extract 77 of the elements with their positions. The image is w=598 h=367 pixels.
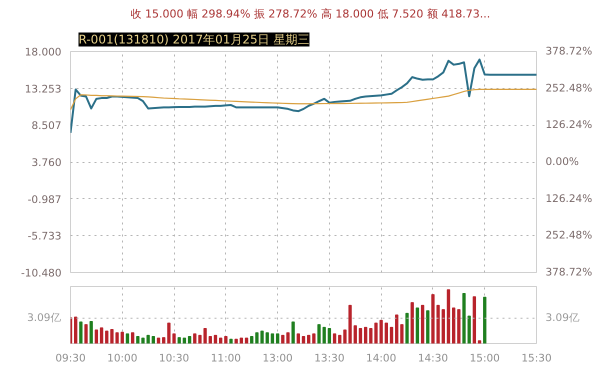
bar bbox=[94, 330, 98, 344]
line-series bbox=[70, 58, 536, 134]
bar bbox=[332, 333, 336, 344]
bar bbox=[317, 324, 321, 344]
x-tick-label: 14:30 bbox=[418, 352, 448, 364]
bar bbox=[358, 328, 362, 344]
bar bbox=[193, 333, 196, 344]
y2-tick-label: 378.72% bbox=[546, 266, 592, 278]
bar bbox=[105, 330, 108, 344]
bar bbox=[431, 294, 435, 344]
bar bbox=[130, 332, 134, 344]
y2-tick-label: 126.24% bbox=[546, 192, 592, 205]
text: 3.09亿 bbox=[546, 312, 580, 324]
x-tick-label: 14:00 bbox=[366, 352, 396, 364]
x-tick-label: 10:30 bbox=[158, 352, 190, 364]
bar bbox=[390, 326, 394, 344]
y2-tick-label: 252.48% bbox=[546, 230, 592, 242]
y-tick-label: 8.507 bbox=[31, 120, 62, 132]
bar bbox=[374, 322, 378, 344]
bar bbox=[420, 304, 424, 344]
y-tick-label: 3.760 bbox=[31, 157, 62, 169]
bar bbox=[296, 333, 300, 344]
line-series bbox=[70, 88, 536, 110]
bar bbox=[156, 338, 160, 344]
bar bbox=[483, 296, 486, 344]
bar bbox=[478, 340, 482, 344]
bar bbox=[110, 329, 114, 344]
bar bbox=[214, 334, 218, 344]
bar bbox=[188, 336, 192, 344]
chart-title: R-001(131810) 2017年01月25日 星期三 bbox=[78, 32, 310, 46]
y-tick-label: -0.987 bbox=[28, 194, 62, 206]
y-tick-label: 13.253 bbox=[24, 83, 62, 96]
bar bbox=[141, 338, 145, 344]
bar bbox=[136, 336, 140, 344]
bar bbox=[468, 316, 471, 344]
bar bbox=[446, 289, 450, 344]
x-tick-label: 15:30 bbox=[521, 352, 552, 364]
y2-tick-label: 378.72% bbox=[546, 46, 592, 58]
y-tick-label: -10.480 bbox=[20, 268, 62, 280]
bar bbox=[462, 292, 466, 344]
y-tick-label: -5.733 bbox=[28, 230, 62, 243]
bar bbox=[472, 296, 476, 344]
x-tick-label: 10:00 bbox=[107, 352, 138, 364]
bar bbox=[281, 334, 284, 344]
bar bbox=[198, 334, 202, 344]
x-tick-label: 15:00 bbox=[470, 352, 500, 364]
bar bbox=[416, 308, 420, 344]
x-tick-label: 13:00 bbox=[262, 352, 293, 364]
bar bbox=[338, 334, 342, 344]
x-tick-label: 13:30 bbox=[314, 352, 345, 364]
bar bbox=[286, 332, 290, 344]
bar bbox=[410, 302, 414, 344]
bar bbox=[229, 338, 233, 344]
bar bbox=[244, 338, 248, 344]
bar bbox=[291, 321, 295, 344]
y-tick-label: 18.000 bbox=[24, 46, 62, 58]
bar bbox=[343, 330, 347, 344]
bar bbox=[426, 310, 430, 344]
bar bbox=[126, 333, 130, 344]
x-tick-label: 09:30 bbox=[55, 352, 86, 364]
bar bbox=[84, 324, 88, 344]
ref-line-label: 3.09亿 bbox=[27, 312, 62, 324]
bar bbox=[74, 316, 78, 344]
bar bbox=[276, 333, 280, 344]
x-tick-label: 11:00 bbox=[210, 352, 241, 364]
y2-tick-label: 252.48% bbox=[546, 82, 592, 94]
bar bbox=[260, 330, 264, 344]
bar bbox=[302, 336, 306, 344]
bar bbox=[270, 333, 274, 344]
bar bbox=[79, 321, 83, 344]
bar bbox=[100, 327, 104, 344]
y2-tick-label: 126.24% bbox=[546, 119, 592, 132]
bar bbox=[90, 320, 93, 344]
chart-subtitle: 收 15.000 幅 298.94% 振 278.72% 高 18.000 低 7.520 额 418.73... bbox=[130, 8, 490, 20]
y2-tick-label: 0.00% bbox=[546, 156, 579, 168]
bar bbox=[172, 333, 176, 344]
bar bbox=[266, 332, 269, 344]
